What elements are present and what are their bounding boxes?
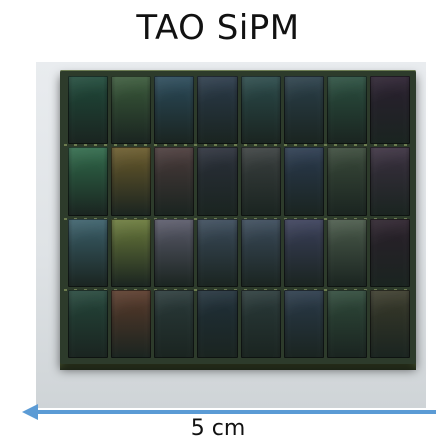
sipm-tile — [154, 218, 195, 287]
row-separator — [64, 218, 414, 220]
sipm-tile — [369, 289, 410, 358]
row-separator — [64, 289, 414, 291]
sipm-tile — [283, 76, 324, 145]
sipm-tile — [369, 147, 410, 216]
row-separator — [64, 144, 414, 146]
sipm-tile — [111, 76, 152, 145]
arrow-line — [36, 410, 436, 414]
arrow-head-icon — [22, 404, 38, 420]
sipm-tile — [326, 218, 367, 287]
sipm-tile — [154, 76, 195, 145]
sipm-tile — [111, 289, 152, 358]
scale-arrow — [22, 404, 436, 420]
sipm-tile — [283, 147, 324, 216]
sipm-tile — [68, 76, 109, 145]
sipm-tile — [154, 147, 195, 216]
sipm-tile — [240, 218, 281, 287]
sipm-tile-grid — [68, 76, 410, 358]
sipm-tile — [240, 289, 281, 358]
sipm-tile — [326, 289, 367, 358]
sipm-tile — [197, 76, 238, 145]
sipm-tile — [111, 218, 152, 287]
sipm-tile — [68, 147, 109, 216]
sipm-tile — [68, 218, 109, 287]
board-edge — [60, 360, 416, 370]
sipm-tile — [197, 147, 238, 216]
sipm-tile — [240, 147, 281, 216]
sipm-tile — [240, 76, 281, 145]
sipm-tile — [326, 76, 367, 145]
sipm-tile — [111, 147, 152, 216]
figure-title: TAO SiPM — [136, 8, 300, 48]
sipm-tile — [154, 289, 195, 358]
sipm-tile — [369, 76, 410, 145]
sipm-tile — [68, 289, 109, 358]
sipm-tile — [283, 218, 324, 287]
sipm-tile — [283, 289, 324, 358]
scale-label: 5 cm — [190, 416, 246, 441]
sipm-tile — [197, 218, 238, 287]
sipm-tile — [369, 218, 410, 287]
sipm-tile — [197, 289, 238, 358]
sipm-tile — [326, 147, 367, 216]
